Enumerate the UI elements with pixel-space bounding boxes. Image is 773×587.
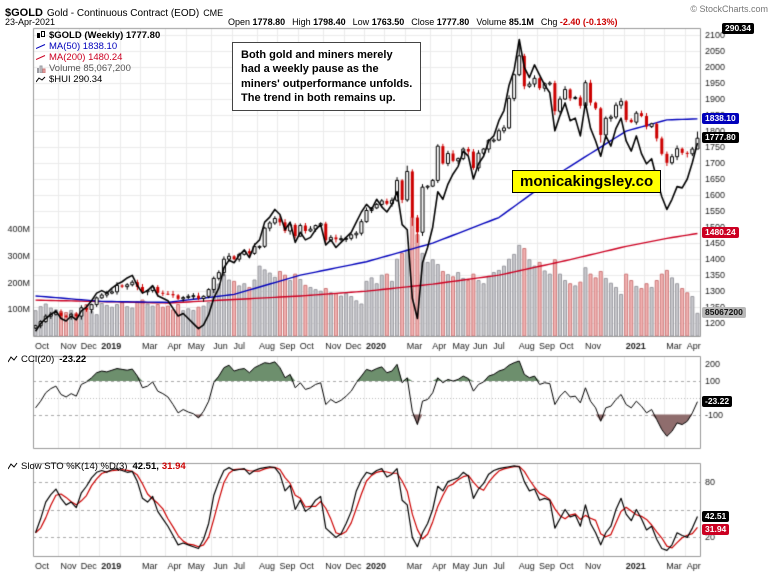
quote-high: High 1798.40 — [292, 17, 346, 27]
volume-bars-icon — [37, 65, 46, 73]
hui-line-icon — [36, 76, 46, 83]
copyright-label: © StockCharts.com — [690, 4, 768, 14]
quote-open: Open 1778.80 — [228, 17, 286, 27]
chart-legend: $GOLD (Weekly) 1777.80 MA(50) 1838.10 MA… — [36, 30, 160, 85]
ma50-line-icon — [36, 44, 46, 49]
cci-panel-title: CCI(20) -23.22 — [8, 354, 86, 365]
quote-date: 23-Apr-2021 — [5, 17, 56, 27]
legend-ma50-row: MA(50) 1838.10 — [36, 41, 160, 52]
annotation-line: Both gold and miners merely — [241, 49, 393, 61]
last-price-badge: 1777.80 — [702, 132, 739, 143]
indicator-icon — [8, 355, 18, 363]
legend-volume-row: Volume 85,067,200 — [36, 63, 160, 74]
legend-ma200-label: MA(200) 1480.24 — [49, 52, 123, 63]
quote-bar: Open 1778.80 High 1798.40 Low 1763.50 Close… — [228, 17, 624, 27]
cci-value: -23.22 — [59, 354, 87, 365]
symbol-description: Gold - Continuous Contract (EOD) — [46, 8, 200, 19]
annotation-line: miners' outperformance unfolds. — [241, 77, 413, 90]
quote-close: Close 1777.80 — [411, 17, 470, 27]
hui-value-badge: 290.34 — [722, 23, 754, 34]
quote-volume: Volume 85.1M — [476, 17, 534, 27]
cci-label: CCI(20) — [21, 354, 55, 365]
legend-hui-row: $HUI 290.34 — [36, 74, 160, 85]
annotation-line: The trend in both remains up. — [241, 91, 396, 104]
sto-d-value: 31.94 — [161, 461, 186, 472]
exchange-label: CME — [203, 8, 224, 18]
symbol-label: $GOLD — [5, 7, 43, 19]
legend-ma50-label: MA(50) 1838.10 — [49, 41, 118, 52]
sto-k-badge: 42.51 — [702, 511, 730, 522]
legend-ma200-row: MA(200) 1480.24 — [36, 52, 160, 63]
watermark-label: monicakingsley.co — [512, 170, 662, 193]
annotation-line: had a weekly pause as the — [241, 63, 379, 76]
ma200-line-icon — [36, 55, 46, 60]
legend-hui-label: $HUI 290.34 — [49, 74, 103, 85]
chart-header: $GOLD Gold - Continuous Contract (EOD) CME — [5, 3, 223, 21]
sto-k-value: 42.51, — [132, 461, 159, 472]
quote-low: Low 1763.50 — [352, 17, 405, 27]
indicator-icon — [8, 462, 18, 470]
sto-label: Slow STO %K(14) %D(3) — [21, 461, 128, 472]
sto-panel-title: Slow STO %K(14) %D(3) 42.51, 31.94 — [8, 461, 186, 472]
volume-value-badge: 85067200 — [702, 307, 746, 318]
sto-d-badge: 31.94 — [702, 524, 730, 535]
candlestick-icon — [37, 31, 45, 38]
legend-symbol-label: $GOLD (Weekly) 1777.80 — [49, 30, 161, 41]
cci-value-badge: -23.22 — [702, 396, 733, 407]
ma50-value-badge: 1838.10 — [702, 113, 739, 124]
legend-volume-label: Volume 85,067,200 — [49, 63, 131, 74]
annotation-box: Both gold and miners merely had a weekly… — [232, 42, 422, 112]
ma200-value-badge: 1480.24 — [702, 227, 739, 238]
quote-change: Chg -2.40 (-0.13%) — [540, 17, 618, 27]
legend-symbol-row: $GOLD (Weekly) 1777.80 — [36, 30, 160, 41]
